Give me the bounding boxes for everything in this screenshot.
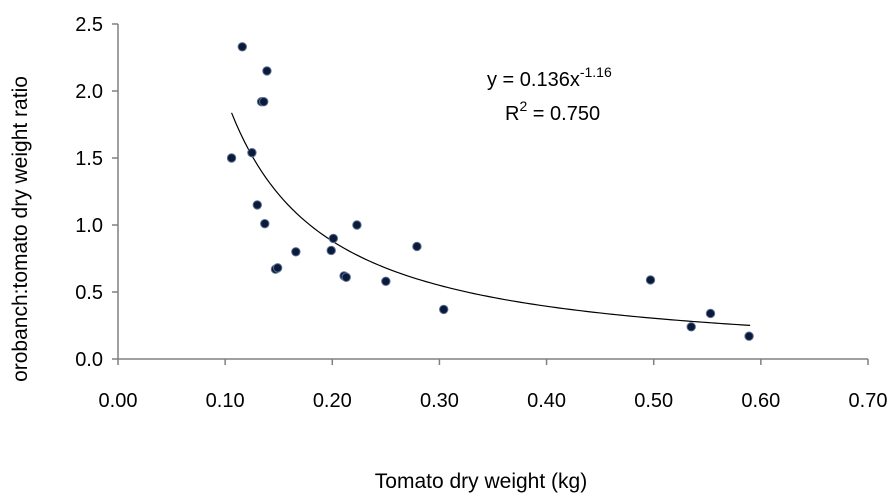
data-point (645, 275, 656, 285)
y-tick-label: 0.5 (75, 282, 103, 304)
x-tick-label: 0.20 (313, 390, 352, 412)
data-points (226, 42, 754, 341)
data-point (439, 304, 449, 315)
x-tick-label: 0.30 (420, 390, 459, 412)
x-tick-label: 0.50 (634, 390, 673, 412)
x-tick-label: 0.60 (741, 390, 780, 412)
y-tick-label: 1.0 (75, 215, 103, 237)
data-point (262, 66, 272, 76)
data-point (272, 263, 283, 273)
data-point (291, 247, 301, 257)
trendline (231, 112, 751, 326)
data-point (352, 220, 362, 230)
data-point (328, 233, 339, 244)
data-point (226, 153, 237, 163)
x-ticks: 0.00 0.10 0.20 0.30 0.40 0.50 0.60 0.70 (99, 359, 888, 412)
data-point (252, 200, 262, 210)
data-point (686, 322, 696, 332)
y-axis-title: orobanch:tomato dry weight ratio (9, 76, 32, 382)
data-point (705, 308, 716, 319)
x-tick-label: 0.00 (99, 390, 138, 412)
data-point (237, 42, 247, 52)
data-point (412, 241, 422, 252)
x-tick-label: 0.70 (849, 390, 888, 412)
data-point (744, 331, 754, 341)
y-tick-label: 0.0 (75, 349, 103, 371)
trendline-equation: y = 0.136x-1.16 (487, 64, 612, 91)
y-ticks: 0.0 0.5 1.0 1.5 2.0 2.5 (75, 14, 118, 371)
data-point (341, 272, 351, 282)
r-squared-label: R2 = 0.750 (505, 98, 600, 125)
x-tick-label: 0.40 (527, 390, 566, 412)
data-point (260, 218, 270, 229)
data-point (381, 276, 391, 286)
data-point (259, 97, 269, 107)
plot-area: 0.00 0.10 0.20 0.30 0.40 0.50 0.60 0.70 0.0 0.5 1… (75, 14, 887, 412)
y-tick-label: 2.5 (75, 14, 103, 36)
x-axis-title: Tomato dry weight (kg) (375, 470, 587, 493)
y-tick-label: 2.0 (75, 81, 103, 103)
y-tick-label: 1.5 (75, 148, 103, 170)
data-point (326, 245, 336, 256)
data-point (247, 147, 257, 158)
x-tick-label: 0.10 (206, 390, 245, 412)
